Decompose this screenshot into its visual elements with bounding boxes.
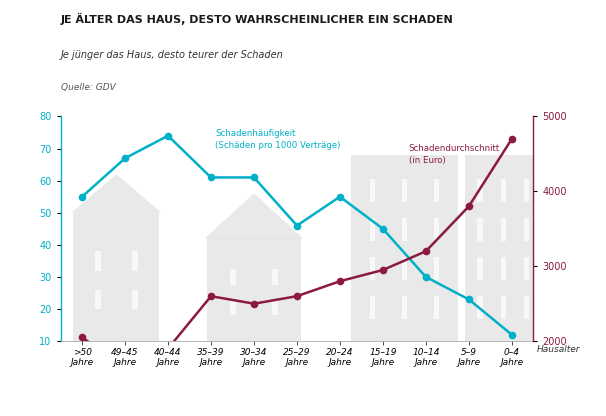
Bar <box>524 218 529 240</box>
Bar <box>402 297 407 319</box>
Bar <box>402 179 407 201</box>
Bar <box>402 218 407 240</box>
Bar <box>351 155 458 341</box>
Bar <box>478 218 482 240</box>
Bar <box>271 300 278 315</box>
Bar <box>501 258 506 280</box>
Bar <box>524 179 529 201</box>
Bar <box>478 297 482 319</box>
Bar <box>478 179 482 201</box>
Bar <box>434 179 439 201</box>
Bar <box>230 300 236 315</box>
Bar <box>95 251 101 270</box>
Text: Schadenhäufigkeit
(Schäden pro 1000 Verträge): Schadenhäufigkeit (Schäden pro 1000 Vert… <box>215 129 341 150</box>
Text: Schadendurchschnitt
(in Euro): Schadendurchschnitt (in Euro) <box>408 144 500 165</box>
Text: Je jünger das Haus, desto teurer der Schaden: Je jünger das Haus, desto teurer der Sch… <box>61 50 284 60</box>
Bar <box>370 297 375 319</box>
Bar <box>73 213 159 341</box>
Bar <box>370 179 375 201</box>
Bar <box>524 297 529 319</box>
Bar <box>501 297 506 319</box>
Bar <box>501 218 506 240</box>
Polygon shape <box>205 193 304 238</box>
Bar <box>402 258 407 280</box>
Bar <box>132 290 138 309</box>
Bar <box>230 269 236 285</box>
Bar <box>478 258 482 280</box>
Bar <box>501 179 506 201</box>
Bar <box>434 218 439 240</box>
Bar <box>434 297 439 319</box>
Bar <box>132 251 138 270</box>
Bar <box>95 290 101 309</box>
Bar <box>207 238 301 341</box>
Bar <box>370 218 375 240</box>
Bar <box>465 155 542 341</box>
Text: Hausalter: Hausalter <box>536 345 580 354</box>
Bar <box>271 269 278 285</box>
Polygon shape <box>72 174 162 213</box>
Bar <box>434 258 439 280</box>
Bar <box>524 258 529 280</box>
Text: Quelle: GDV: Quelle: GDV <box>61 83 115 92</box>
Text: JE ÄLTER DAS HAUS, DESTO WAHRSCHEINLICHER EIN SCHADEN: JE ÄLTER DAS HAUS, DESTO WAHRSCHEINLICHE… <box>61 12 453 25</box>
Bar <box>370 258 375 280</box>
